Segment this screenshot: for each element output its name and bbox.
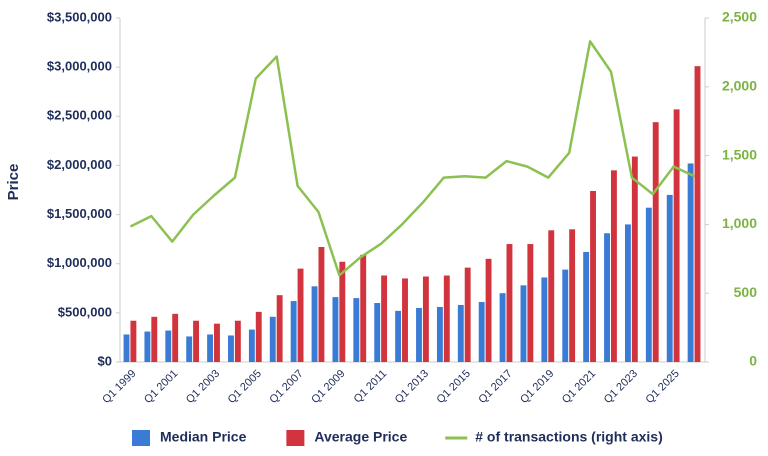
bar <box>548 230 555 362</box>
bar <box>478 302 485 362</box>
bar <box>436 306 443 362</box>
y-tick-label: $3,000,000 <box>47 59 112 74</box>
bar <box>666 194 673 362</box>
bar <box>610 170 617 362</box>
y2-tick-label: 1,500 <box>722 146 757 162</box>
bar <box>193 320 200 362</box>
y-tick-label: $1,000,000 <box>47 255 112 270</box>
bar <box>311 286 318 362</box>
x-tick-label: Q1 2003 <box>184 368 222 406</box>
bar <box>130 320 137 362</box>
legend-label: Median Price <box>160 429 247 445</box>
bar <box>228 335 234 362</box>
y2-tick-label: 500 <box>734 284 758 300</box>
bar <box>583 251 590 362</box>
legend-swatch <box>132 430 150 446</box>
x-tick-label: Q1 2007 <box>267 368 305 406</box>
y-tick-label: $2,500,000 <box>47 108 112 123</box>
x-tick-label: Q1 2001 <box>142 368 180 406</box>
bar <box>562 269 569 362</box>
x-tick-label: Q1 2019 <box>518 368 556 406</box>
bar <box>673 109 680 362</box>
bar <box>457 304 464 362</box>
bar <box>541 277 548 362</box>
bar <box>255 311 262 362</box>
x-tick-label: Q1 2009 <box>309 368 347 406</box>
bar <box>123 334 130 362</box>
bar <box>151 316 158 362</box>
bar <box>520 285 527 362</box>
x-tick-label: Q1 2025 <box>644 368 682 406</box>
bar <box>590 190 596 362</box>
bar <box>172 313 179 362</box>
bar <box>506 244 513 362</box>
x-tick-label: Q1 2021 <box>560 368 598 406</box>
x-tick-label: Q1 2013 <box>393 368 431 406</box>
bar <box>207 334 214 362</box>
bar <box>499 293 506 362</box>
bar <box>234 320 241 362</box>
line <box>129 40 696 277</box>
y2-tick-label: 0 <box>749 353 757 369</box>
bar <box>694 66 701 362</box>
bar <box>360 254 367 362</box>
x-tick-label: Q1 2015 <box>435 368 473 406</box>
bar <box>395 310 402 362</box>
legend-swatch <box>286 430 305 446</box>
legend-label: # of transactions (right axis) <box>475 429 662 445</box>
bar <box>290 301 297 362</box>
bar <box>165 330 172 362</box>
y-tick-label: $2,000,000 <box>47 157 112 172</box>
bar <box>353 298 360 362</box>
bar <box>422 276 429 362</box>
bar <box>248 329 255 362</box>
bar <box>402 278 408 362</box>
y-tick-label: $0 <box>98 353 112 368</box>
x-tick-label: Q1 2023 <box>602 368 640 406</box>
bar <box>464 267 471 362</box>
bar <box>645 207 652 362</box>
bar <box>276 295 283 362</box>
bar <box>339 261 346 362</box>
bar <box>604 233 610 362</box>
bar <box>374 303 381 362</box>
x-tick-label: Q1 2017 <box>476 368 514 406</box>
legend-label: Average Price <box>314 429 407 445</box>
bar <box>443 275 450 362</box>
bar <box>527 244 534 362</box>
y-tick-label: $500,000 <box>58 304 112 319</box>
bar <box>569 229 576 362</box>
y2-tick-label: 2,500 <box>722 9 757 25</box>
bar <box>485 258 492 362</box>
x-tick-label: Q1 1999 <box>100 368 138 406</box>
bar <box>144 331 151 362</box>
bar <box>381 275 388 362</box>
x-tick-label: Q1 2005 <box>226 368 264 406</box>
y-tick-label: $1,500,000 <box>47 206 112 221</box>
bar <box>416 307 422 362</box>
bar <box>297 268 304 362</box>
x-tick-label: Q1 2011 <box>352 368 390 406</box>
bar <box>332 297 339 362</box>
bar <box>186 336 193 362</box>
y2-tick-label: 2,000 <box>722 78 757 94</box>
bar <box>624 224 631 362</box>
y2-tick-label: 1,000 <box>722 215 757 231</box>
bar <box>652 122 659 362</box>
bar <box>687 163 694 362</box>
bar <box>269 316 276 362</box>
bar <box>214 323 220 362</box>
y-axis-label: Price <box>5 164 22 201</box>
bar <box>631 156 638 362</box>
y-tick-label: $3,500,000 <box>47 9 112 24</box>
bar <box>318 247 325 362</box>
